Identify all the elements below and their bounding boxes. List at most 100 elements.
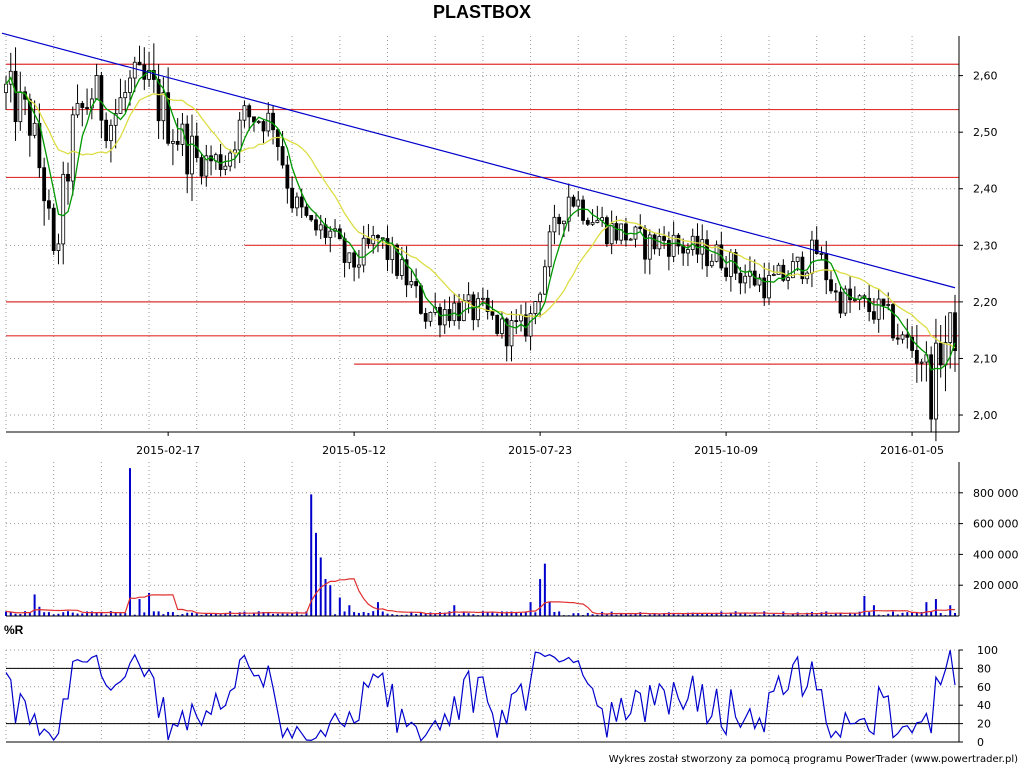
candle-body [619,223,624,241]
candle-body [938,342,943,366]
candle-body [228,152,233,167]
candle-body [366,237,371,245]
candle-body [42,167,47,202]
candle-body [500,318,504,334]
candle-body [652,234,657,250]
candle-body [900,334,905,340]
williams-r-grid [5,649,959,743]
candle-body [128,77,132,93]
candle-body [190,135,194,175]
candle-body [352,252,357,268]
candle-body [166,92,171,144]
candle-body [123,92,128,99]
candle-body [480,297,485,300]
price-axes: 2,00 2,10 2,20 2,30 2,40 2,50 2,60 2015-02-17 20… [6,36,998,457]
candle-body [390,244,395,260]
candle-body [27,98,32,136]
candle-body [457,302,461,322]
candle-body [185,123,190,175]
price-x-tick-label: 2015-10-09 [694,444,758,457]
candle-body [261,121,266,132]
williams-r-y-tick-label: 100 [977,644,998,657]
candle-body [361,237,366,266]
moving-average-short [5,70,956,371]
candle-body [132,61,137,79]
candle-body [953,312,957,352]
candle-body [705,239,709,267]
williams-r-y-tick-label: 20 [977,718,991,731]
candle-body [771,274,776,276]
candle-body [738,272,743,284]
candle-body [886,304,891,306]
price-x-tick-label: 2015-05-12 [322,444,386,457]
volume-y-tick-label: 400 000 [973,548,1019,561]
price-x-tick-label: 2015-07-23 [508,444,572,457]
volume-y-tick-label: 200 000 [973,579,1019,592]
trendline-line [1,32,956,289]
candle-body [271,112,275,131]
candle-body [533,301,538,314]
candle-body [566,196,571,222]
candle-body [767,275,771,299]
williams-r-y-tick-label: 60 [977,681,991,694]
candle-body [867,297,872,313]
credit-text: Wykres został stworzony za pomocą progra… [609,754,1018,765]
candle-body [466,294,471,302]
candle-body [199,157,204,177]
candle-body [585,220,590,225]
candle-body [156,79,161,122]
candle-body [614,223,619,241]
candle-body [604,217,609,245]
candle-body [695,235,700,255]
candle-body [376,234,380,239]
candle-body [824,253,829,281]
candle-body [309,215,314,221]
candle-body [94,75,99,100]
candle-body [624,223,628,241]
candle-body [304,206,309,216]
candle-body [852,299,857,301]
candle-body [495,314,500,334]
candle-body [743,275,748,284]
candle-body [910,336,914,351]
volume-average-line [5,578,956,615]
volume-y-tick-label: 800 000 [973,487,1019,500]
candle-body [800,256,805,280]
candle-body [638,226,643,230]
candle-body [294,196,299,209]
price-candles [4,43,957,442]
candle-body [919,361,924,364]
candle-body [171,141,175,144]
support-resistance-lines [6,63,959,365]
candle-body [519,314,523,322]
candle-body [843,288,848,314]
candle-body [724,267,728,277]
candle-body [514,320,519,322]
candle-body [476,298,481,321]
candle-body [442,309,447,326]
candle-body [395,244,399,276]
candle-body [452,302,457,322]
candle-body [61,173,66,245]
candle-body [490,311,495,316]
candle-body [571,196,576,207]
price-y-tick-label: 2,60 [973,70,998,83]
candle-body [686,249,690,254]
price-y-tick-label: 2,00 [973,409,998,422]
candle-body [104,119,109,142]
candle-body [75,103,80,116]
candle-body [814,239,819,254]
price-x-tick-label: 2016-01-05 [880,444,944,457]
candle-body [676,234,681,247]
candle-body [137,61,142,66]
candle-body [142,64,147,80]
candle-body [414,281,419,287]
candle-body [18,91,23,123]
candle-body [557,216,562,225]
candle-body [342,238,347,263]
moving-averages [5,70,956,371]
candle-body [409,281,414,286]
candle-body [790,261,795,279]
candle-body [328,230,333,238]
candle-body [47,200,51,209]
